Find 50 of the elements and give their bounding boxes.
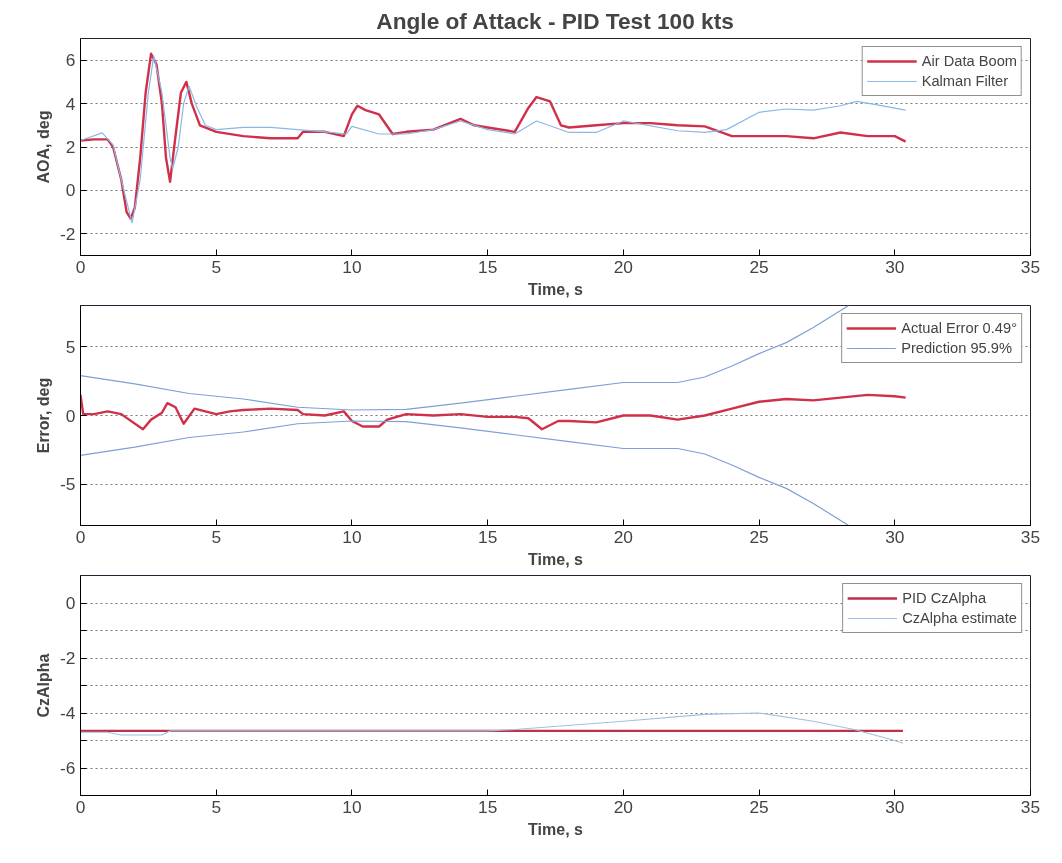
legend-label: CzAlpha estimate bbox=[902, 610, 1017, 626]
y-tick-label: -2 bbox=[60, 648, 76, 668]
y-tick-label: -4 bbox=[60, 703, 76, 723]
line-series bbox=[80, 712, 904, 744]
legend-label: PID CzAlpha bbox=[902, 590, 987, 606]
y-tick-label: 0 bbox=[65, 405, 76, 426]
x-tick-label: 5 bbox=[211, 526, 222, 547]
x-tick-label: 15 bbox=[478, 256, 498, 277]
x-axis-title: Time, s bbox=[528, 280, 584, 298]
x-axis-title: Time, s bbox=[528, 820, 584, 838]
x-tick-label: 10 bbox=[342, 256, 362, 277]
y-tick-label: 4 bbox=[65, 93, 76, 114]
line-series bbox=[80, 420, 850, 526]
line-series bbox=[80, 305, 850, 411]
legend-label: Prediction 95.9% bbox=[901, 340, 1012, 356]
y-axis-title: AOA, deg bbox=[35, 110, 53, 184]
x-tick-label: 35 bbox=[1020, 796, 1041, 817]
x-axis-title: Time, s bbox=[528, 550, 584, 568]
y-tick-label: 6 bbox=[65, 50, 76, 71]
legend-label: Kalman Filter bbox=[921, 73, 1009, 89]
chart-title: Angle of Attack - PID Test 100 kts bbox=[376, 7, 734, 34]
legend-label: Actual Error 0.49° bbox=[901, 320, 1017, 336]
x-tick-label: 10 bbox=[342, 526, 362, 547]
y-tick-label: 2 bbox=[65, 137, 76, 157]
x-tick-label: 30 bbox=[885, 526, 905, 547]
x-tick-label: 30 bbox=[885, 796, 905, 817]
x-tick-label: 35 bbox=[1020, 256, 1041, 277]
x-tick-label: 10 bbox=[342, 796, 362, 817]
x-tick-label: 25 bbox=[749, 796, 769, 817]
x-tick-label: 30 bbox=[885, 256, 905, 277]
y-tick-label: 5 bbox=[65, 336, 76, 357]
y-tick-label: 0 bbox=[65, 593, 76, 613]
y-axis-title: Error, deg bbox=[35, 377, 53, 454]
y-tick-label: 0 bbox=[65, 180, 76, 201]
x-tick-label: 20 bbox=[613, 256, 633, 277]
x-tick-label: 5 bbox=[211, 256, 222, 277]
x-tick-label: 15 bbox=[478, 526, 498, 547]
x-tick-label: 35 bbox=[1020, 526, 1041, 547]
x-tick-label: 25 bbox=[749, 256, 769, 277]
line-series bbox=[80, 393, 907, 431]
x-tick-label: 15 bbox=[478, 796, 498, 817]
y-axis-title: CzAlpha bbox=[35, 653, 53, 718]
y-tick-label: -2 bbox=[60, 223, 76, 244]
x-tick-label: 20 bbox=[613, 796, 633, 817]
x-tick-label: 5 bbox=[211, 796, 222, 817]
legend-label: Air Data Boom bbox=[921, 53, 1017, 69]
x-tick-label: 20 bbox=[613, 526, 633, 547]
y-tick-label: -5 bbox=[60, 474, 76, 495]
x-tick-label: 25 bbox=[749, 526, 769, 547]
y-tick-label: -6 bbox=[60, 758, 76, 778]
